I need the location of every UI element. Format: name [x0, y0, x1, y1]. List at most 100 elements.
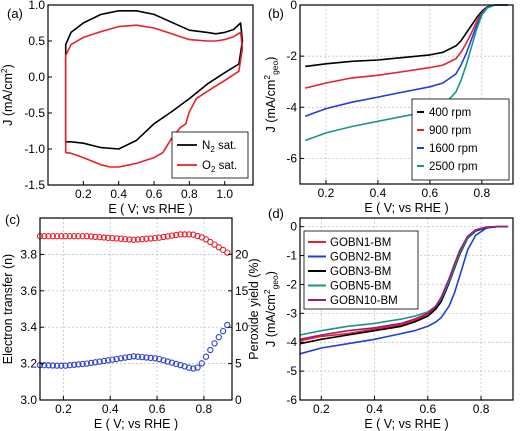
legend-label: GOBN3-BM — [330, 266, 391, 278]
data-point — [58, 362, 65, 369]
data-point — [79, 233, 86, 240]
data-point — [224, 249, 231, 256]
data-point — [143, 354, 150, 361]
data-point — [198, 360, 205, 367]
x-tick-label: 0.2 — [318, 186, 335, 200]
data-point — [75, 361, 82, 368]
x-tick-label: 0.6 — [149, 402, 166, 416]
x-axis-label: E ( V; vs RHE ) — [364, 417, 448, 431]
data-point — [75, 233, 82, 240]
panel-label: (a) — [7, 6, 23, 21]
x-tick-label: 0.2 — [313, 402, 330, 416]
x-tick-label: 0.2 — [55, 402, 72, 416]
x-tick-label: 0.4 — [370, 186, 387, 200]
y-tick-label-right: 0 — [235, 393, 242, 407]
plot-frame — [39, 217, 233, 401]
data-point — [181, 363, 188, 370]
data-point — [164, 233, 171, 240]
data-point — [96, 234, 103, 241]
y-axis-label: J (mA/cm2geo) — [262, 57, 280, 133]
data-point — [185, 231, 193, 238]
data-point — [126, 236, 133, 243]
plot-frame — [299, 217, 514, 401]
data-point — [168, 359, 176, 366]
data-point — [139, 236, 146, 243]
data-point — [62, 362, 69, 369]
data-point — [83, 360, 90, 367]
data-point — [100, 357, 108, 365]
data-point — [151, 235, 159, 242]
data-point — [104, 234, 112, 242]
y-tick-label: -3 — [286, 306, 297, 320]
y-tick-label: -1.0 — [24, 142, 45, 156]
legend-box — [411, 98, 510, 181]
legend-label: GOBN10-BM — [330, 295, 398, 307]
y-tick-label: -6 — [286, 151, 297, 165]
panel-b: 0.2 0.4 0.6 0.8 -6 -4 -2 0 E ( V; vs RHE ) J (mA/… — [262, 0, 514, 215]
y-tick-label: 3.0 — [20, 393, 37, 407]
x-tick-label: 0.8 — [473, 186, 490, 200]
y-tick-label: -4 — [286, 100, 297, 114]
x-tick-label: 0.8 — [473, 402, 490, 416]
data-point — [181, 231, 188, 238]
data-point — [160, 357, 167, 364]
panel-label: (c) — [5, 212, 20, 227]
series-line — [299, 225, 508, 355]
data-point — [185, 364, 193, 371]
data-point — [53, 362, 61, 369]
data-point — [104, 357, 112, 364]
data-point — [211, 241, 218, 248]
data-point — [156, 234, 163, 241]
plot-frame — [47, 4, 254, 186]
x-tick-label: 0.4 — [110, 187, 127, 201]
y-axis-label: J (mA/cm2geo) — [262, 271, 280, 347]
y-tick-label-right: 15 — [235, 284, 249, 298]
y-tick-label: 0.0 — [28, 70, 45, 84]
legend-label: 900 rpm — [429, 125, 471, 137]
data-point — [45, 362, 52, 369]
y-tick-label: 3.6 — [20, 284, 37, 298]
x-tick-label: 0.6 — [419, 402, 436, 416]
y-tick-label: 3.4 — [20, 320, 37, 334]
y-tick-label-right: 20 — [235, 247, 249, 261]
legend-label: 2500 rpm — [429, 161, 478, 173]
series-line — [64, 24, 244, 168]
legend-label: 400 rpm — [429, 107, 471, 119]
data-point — [156, 355, 163, 363]
y-tick-label: -1.5 — [24, 178, 45, 192]
legend-label: GOBN2-BM — [330, 252, 391, 264]
y-tick-label: 0 — [290, 0, 297, 12]
x-tick-label: 0.8 — [196, 402, 213, 416]
series-line — [305, 4, 508, 68]
x-tick-label: 1.0 — [216, 187, 233, 201]
data-point — [151, 355, 159, 362]
y-axis-label-left: Electron transfer (n) — [1, 254, 15, 364]
data-point — [109, 356, 116, 363]
data-point — [100, 234, 108, 241]
panel-a: 0.2 0.4 0.6 0.8 1.0 -1.5 -1.0 -0.5 0.0 0.5 1.0 E ( … — [0, 0, 254, 216]
series-line — [64, 10, 244, 150]
series-line — [299, 225, 508, 341]
y-axis-label-right: Peroxide yield (%) — [247, 258, 261, 359]
data-point — [190, 231, 197, 238]
data-point — [92, 233, 99, 241]
legend-label: GOBN1-BM — [330, 237, 391, 249]
data-point — [194, 364, 201, 371]
x-tick-label: 0.4 — [102, 402, 119, 416]
panel-label: (d) — [268, 206, 284, 221]
data-point — [41, 233, 48, 240]
data-point — [202, 236, 210, 243]
legend-label: 1600 rpm — [429, 143, 478, 155]
data-point — [130, 353, 137, 360]
data-point — [215, 334, 222, 341]
data-point — [109, 235, 116, 242]
data-point — [219, 327, 227, 335]
data-point — [45, 233, 52, 240]
data-point — [134, 353, 142, 360]
panel-d: 0.2 0.4 0.6 0.8 -6 -5 -4 -3 -2 -1 0 E ( V; vs RHE )… — [262, 206, 514, 431]
plot-frame — [299, 4, 514, 185]
y-tick-label: 0 — [290, 220, 297, 234]
y-tick-label: -2 — [286, 49, 297, 63]
data-point — [58, 233, 65, 240]
